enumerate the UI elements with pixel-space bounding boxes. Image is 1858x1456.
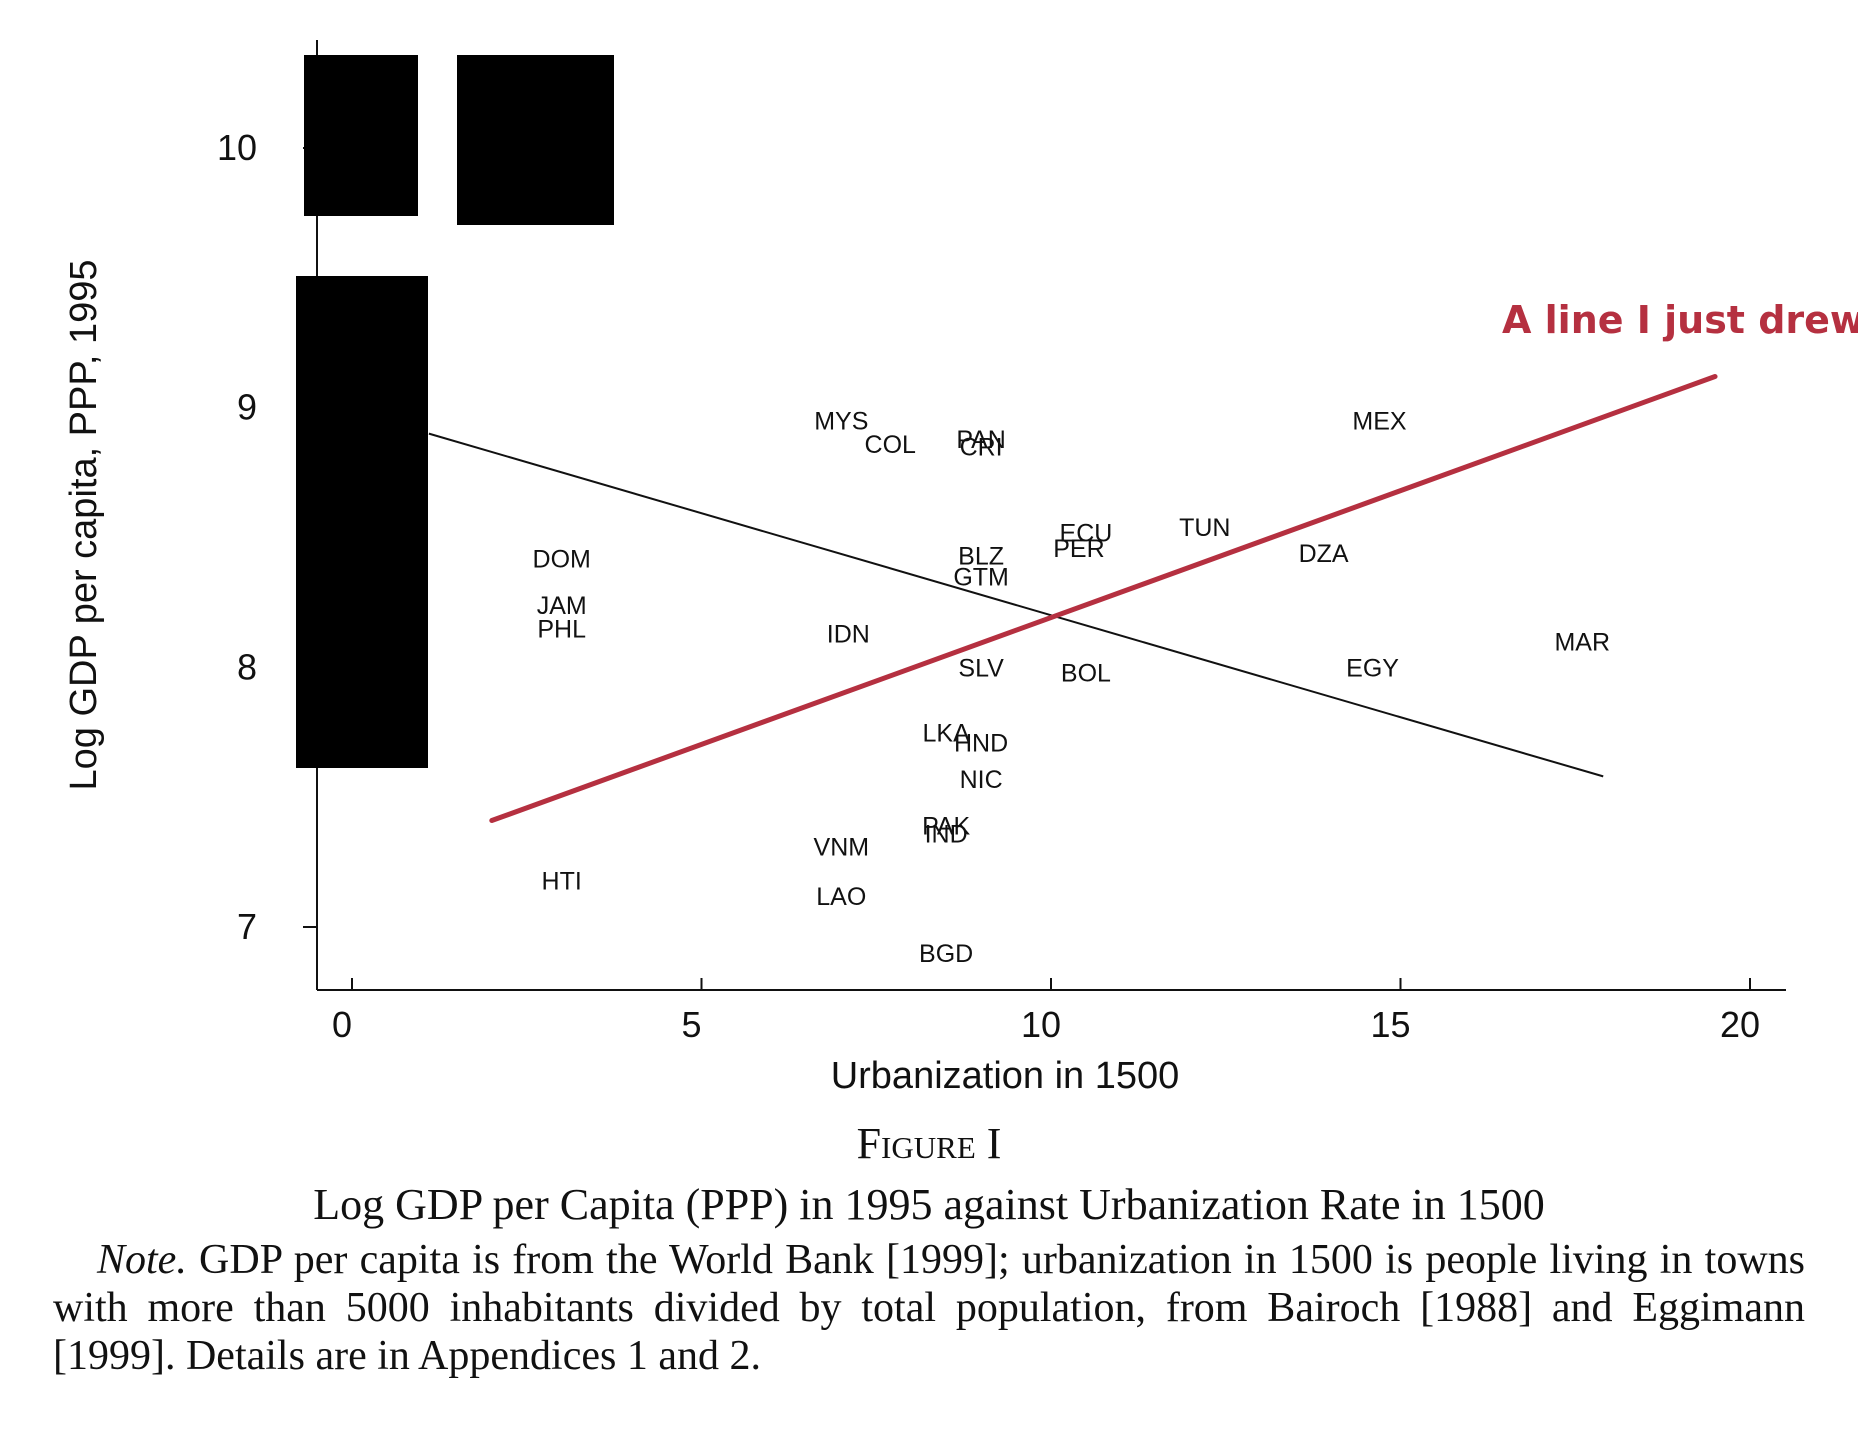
x-tick-label: 15 xyxy=(1370,1004,1410,1045)
country-label-cri: CRI xyxy=(960,434,1003,462)
country-label-ind: IND xyxy=(925,821,968,849)
country-label-dza: DZA xyxy=(1299,540,1349,568)
x-axis-title: Urbanization in 1500 xyxy=(831,1055,1180,1097)
redaction-block xyxy=(296,276,428,768)
country-label-mex: MEX xyxy=(1352,408,1407,436)
country-label-gtm: GTM xyxy=(953,563,1009,591)
country-label-bgd: BGD xyxy=(919,940,973,968)
x-tick-label: 0 xyxy=(332,1004,352,1045)
country-label-dom: DOM xyxy=(533,545,591,573)
fitted-regression-line xyxy=(428,432,1604,778)
country-label-mar: MAR xyxy=(1554,628,1610,656)
x-tick-label: 10 xyxy=(1021,1004,1061,1045)
country-label-hnd: HND xyxy=(954,730,1008,758)
country-label-tun: TUN xyxy=(1179,514,1230,542)
y-axis-title: Log GDP per capita, PPP, 1995 xyxy=(63,260,105,791)
country-label-pan: PAN xyxy=(956,426,1006,454)
country-label-blz: BLZ xyxy=(958,543,1004,571)
country-label-slv: SLV xyxy=(958,654,1004,682)
y-tick-label: 10 xyxy=(217,127,257,168)
country-label-pak: PAK xyxy=(922,813,970,841)
y-tick-label: 9 xyxy=(237,387,257,428)
x-tick-label: 5 xyxy=(681,1004,701,1045)
country-label-jam: JAM xyxy=(537,592,587,620)
country-label-mys: MYS xyxy=(814,408,868,436)
y-tick-label: 8 xyxy=(237,646,257,687)
country-label-bol: BOL xyxy=(1061,660,1111,688)
hand-drawn-red-line xyxy=(489,374,1718,824)
y-tick-label: 7 xyxy=(237,906,257,947)
country-label-phl: PHL xyxy=(537,615,586,643)
x-tick-label: 20 xyxy=(1720,1004,1760,1045)
country-label-idn: IDN xyxy=(827,621,870,649)
redaction-block xyxy=(457,55,614,225)
country-label-egy: EGY xyxy=(1346,654,1399,682)
redaction-block xyxy=(304,55,418,216)
figure-note: Note. GDP per capita is from the World B… xyxy=(53,1236,1805,1380)
figure-label: Figure I xyxy=(856,1119,1002,1168)
country-label-nic: NIC xyxy=(960,766,1003,794)
note-label: Note. xyxy=(97,1236,187,1283)
redaction-blocks xyxy=(296,55,614,768)
figure-title: Log GDP per Capita (PPP) in 1995 against… xyxy=(313,1179,1545,1229)
country-label-lao: LAO xyxy=(816,883,866,911)
drawn-line-annotation: A line I just drew xyxy=(1502,298,1858,342)
country-label-lka: LKA xyxy=(923,719,971,747)
country-label-ecu: ECU xyxy=(1060,519,1113,547)
lines xyxy=(428,374,1718,824)
figure-caption: Figure I Log GDP per Capita (PPP) in 199… xyxy=(53,1118,1805,1380)
country-label-hti: HTI xyxy=(542,867,582,895)
country-label-vnm: VNM xyxy=(814,834,870,862)
country-label-col: COL xyxy=(865,431,917,459)
country-label-per: PER xyxy=(1053,535,1104,563)
scatter-chart: 0 5 10 15 20 7 8 9 10 Urbanization in 1500 Log GDP… xyxy=(63,40,1858,1097)
axes: 0 5 10 15 20 7 8 9 10 Urbanization in 1500 Log GDP… xyxy=(63,40,1786,1097)
note-text: GDP per capita is from the World Bank [1… xyxy=(53,1236,1805,1379)
